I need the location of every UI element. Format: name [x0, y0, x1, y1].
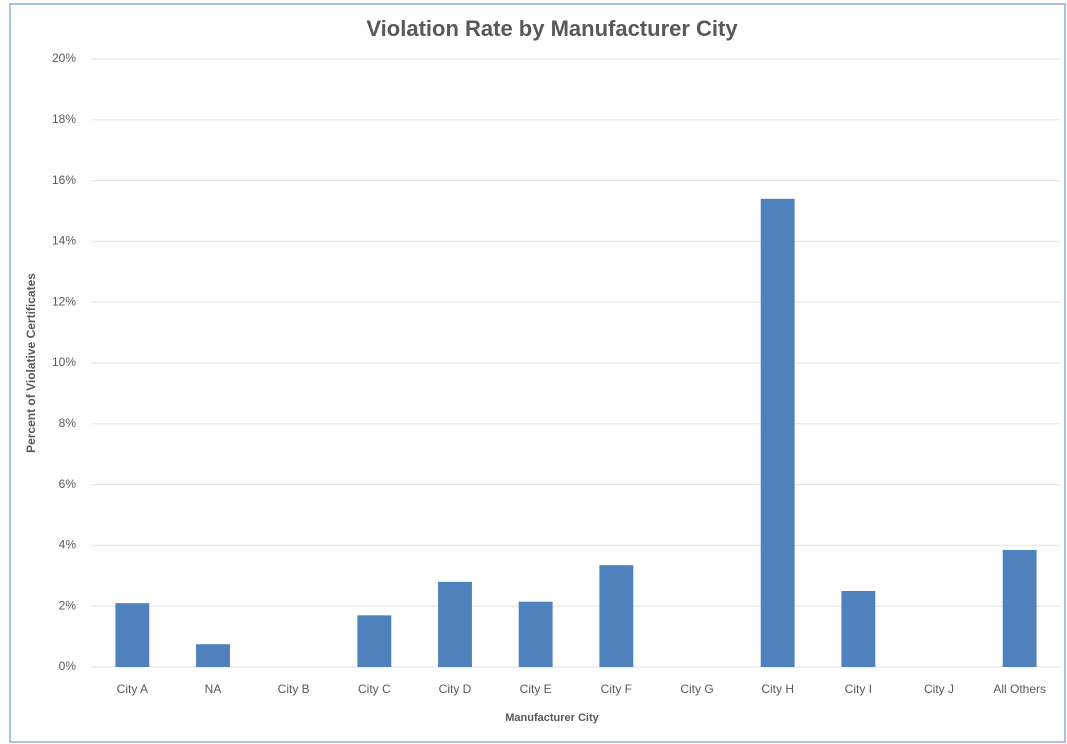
- y-tick-label: 0%: [59, 659, 77, 673]
- x-axis-title: Manufacturer City: [505, 712, 599, 724]
- bar: [1002, 549, 1037, 667]
- x-tick-label: City E: [520, 682, 552, 696]
- y-tick-label: 6%: [59, 477, 77, 491]
- chart-title: Violation Rate by Manufacturer City: [366, 16, 738, 41]
- bar: [357, 615, 392, 667]
- y-tick-label: 4%: [59, 538, 77, 552]
- y-tick-label: 12%: [52, 294, 76, 308]
- x-tick-label: City C: [358, 682, 391, 696]
- y-axis-title: Percent of Violative Certificates: [24, 273, 38, 453]
- x-tick-label: City J: [924, 682, 954, 696]
- bar: [115, 603, 150, 667]
- y-tick-label: 18%: [52, 112, 76, 126]
- bar: [760, 198, 795, 667]
- x-tick-label: City F: [601, 682, 632, 696]
- x-tick-label: City G: [680, 682, 713, 696]
- y-tick-label: 2%: [59, 598, 77, 612]
- y-tick-label: 20%: [52, 51, 76, 65]
- x-tick-label: City B: [278, 682, 310, 696]
- y-tick-label: 16%: [52, 173, 76, 187]
- y-tick-label: 10%: [52, 355, 76, 369]
- x-tick-label: City I: [845, 682, 872, 696]
- x-tick-label: City D: [439, 682, 472, 696]
- y-tick-label: 14%: [52, 234, 76, 248]
- bar: [841, 591, 876, 667]
- x-tick-label: City H: [761, 682, 794, 696]
- x-tick-label: All Others: [993, 682, 1046, 696]
- bar: [599, 565, 634, 667]
- bar: [196, 644, 230, 667]
- bar: [518, 601, 553, 667]
- x-tick-label: City A: [117, 682, 148, 696]
- x-tick-label: NA: [205, 682, 222, 696]
- y-tick-label: 8%: [59, 416, 77, 430]
- bar: [438, 581, 472, 667]
